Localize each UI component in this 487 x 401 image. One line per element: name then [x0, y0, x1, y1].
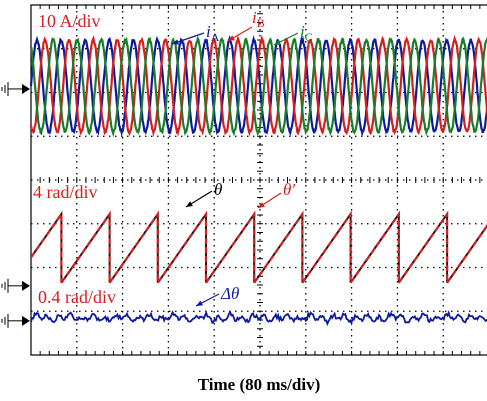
x-axis-label: Time (80 ms/div) — [198, 375, 320, 394]
ground-arrow — [22, 84, 30, 94]
delta-theta-trace — [31, 312, 487, 324]
theta-est-arrow-head — [258, 202, 265, 208]
ia-label: iA — [206, 22, 220, 44]
theta-label: θ — [214, 180, 222, 199]
theta-trace — [31, 214, 487, 283]
traces — [31, 39, 487, 324]
ground-markers — [2, 82, 30, 328]
ground-marker-2 — [2, 279, 30, 293]
ground-marker-1 — [2, 82, 30, 96]
current-scale-label: 10 A/div — [38, 11, 101, 31]
ground-arrow — [22, 281, 30, 291]
ib-label: iB — [252, 8, 265, 30]
angle-scale-label: 4 rad/div — [33, 182, 98, 202]
delta-theta-label: Δθ — [220, 284, 239, 303]
theta-est-trace — [31, 214, 487, 283]
theta-arrow-head — [186, 201, 193, 207]
ground-arrow — [22, 316, 30, 326]
ground-marker-3 — [2, 314, 30, 328]
ic-label: iC — [300, 22, 313, 44]
error-scale-label: 0.4 rad/div — [38, 287, 116, 307]
theta-est-label: θ′ — [283, 180, 295, 199]
